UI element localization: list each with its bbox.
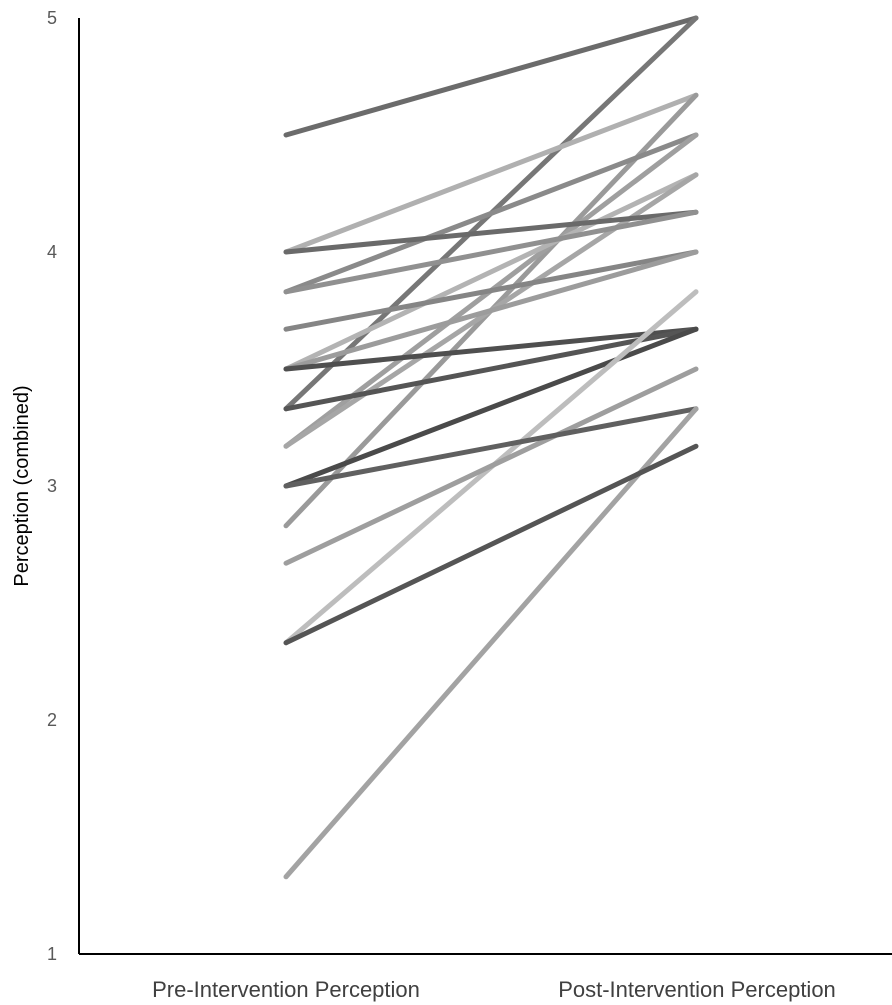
series-line — [283, 209, 699, 295]
series-line — [283, 326, 699, 489]
series-line — [283, 172, 699, 372]
series-line — [283, 406, 699, 880]
series-line — [283, 15, 699, 138]
y-tick-label: 1 — [47, 944, 57, 964]
series-line — [283, 209, 699, 255]
x-category-label: Pre-Intervention Perception — [152, 977, 420, 1002]
y-tick-label: 3 — [47, 476, 57, 496]
series-line — [283, 443, 699, 646]
series-line — [283, 92, 699, 255]
series-line — [283, 249, 699, 372]
series-line — [283, 326, 699, 412]
series-line — [283, 132, 699, 295]
y-tick-label: 2 — [47, 710, 57, 730]
y-tick-labels: 1 2 3 4 5 — [47, 8, 57, 964]
series-line — [283, 406, 699, 489]
series-line — [283, 326, 699, 372]
series-line — [283, 249, 699, 332]
x-category-label: Post-Intervention Perception — [558, 977, 836, 1002]
x-category-labels: Pre-Intervention Perception Post-Interven… — [152, 977, 836, 1002]
series-layer — [283, 15, 699, 880]
y-tick-label: 5 — [47, 8, 57, 28]
series-line — [283, 366, 699, 566]
y-axis-title: Perception (combined) — [11, 385, 33, 586]
y-tick-label: 4 — [47, 242, 57, 262]
